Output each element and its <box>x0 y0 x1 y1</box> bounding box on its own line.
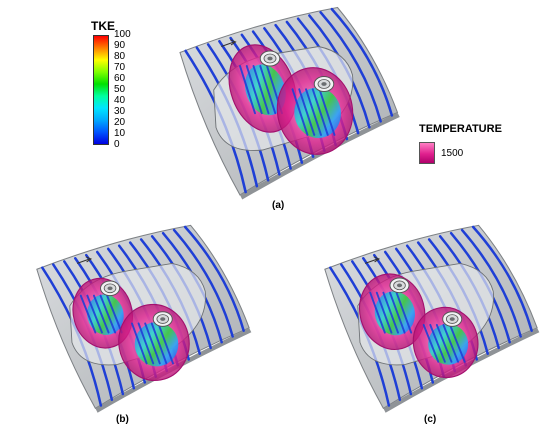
streamline <box>172 228 234 338</box>
plate-edge <box>240 112 400 200</box>
flame-zone-upper <box>358 273 426 350</box>
streamline <box>319 11 382 123</box>
streamline <box>460 228 522 338</box>
temperature-swatch <box>419 142 435 164</box>
combustor-render-panel-a <box>179 6 400 200</box>
streamline <box>471 225 533 332</box>
injector-nozzle-icon <box>152 311 173 327</box>
tke-tick-30: 30 <box>114 106 126 117</box>
streamline <box>183 225 245 332</box>
flow-direction-arrow-icon <box>221 39 237 47</box>
injector-nozzle-icon <box>259 50 281 67</box>
tke-colorbar <box>93 35 109 145</box>
panel-b-caption: (b) <box>116 414 129 425</box>
flow-direction-arrow-icon <box>364 256 381 264</box>
injector-nozzle-icon <box>313 76 335 92</box>
tke-tick-50: 50 <box>114 84 126 95</box>
tke-tick-100: 100 <box>114 29 131 40</box>
injector-nozzle-icon <box>100 280 121 297</box>
temperature-legend-title: TEMPERATURE <box>419 123 502 135</box>
tke-tick-10: 10 <box>114 128 126 139</box>
flame-zone-lower <box>412 306 479 379</box>
combustor-scene-b <box>36 224 252 413</box>
flame-zone-lower <box>276 67 354 155</box>
tke-tick-90: 90 <box>114 40 126 51</box>
combustor-render-panel-c <box>324 224 540 413</box>
tke-tick-80: 80 <box>114 51 126 62</box>
combustor-scene-a <box>179 6 400 200</box>
tke-tick-20: 20 <box>114 117 126 128</box>
tke-tick-40: 40 <box>114 95 126 106</box>
injector-nozzle-icon <box>389 277 410 294</box>
combustor-render-panel-b <box>36 224 252 413</box>
tke-tick-60: 60 <box>114 73 126 84</box>
temperature-value-label: 1500 <box>441 148 464 159</box>
flame-zone-upper <box>72 277 133 349</box>
tke-tick-0: 0 <box>114 139 120 150</box>
tke-tick-70: 70 <box>114 62 126 73</box>
injector-nozzle-icon <box>442 311 463 327</box>
panel-c-caption: (c) <box>424 414 437 425</box>
flame-zone-lower <box>118 303 190 381</box>
flow-direction-arrow-icon <box>76 256 93 264</box>
tke-legend-title: TKE <box>91 19 115 33</box>
combustor-scene-c <box>324 224 540 413</box>
streamline <box>330 7 394 117</box>
panel-a-caption: (a) <box>272 200 285 211</box>
